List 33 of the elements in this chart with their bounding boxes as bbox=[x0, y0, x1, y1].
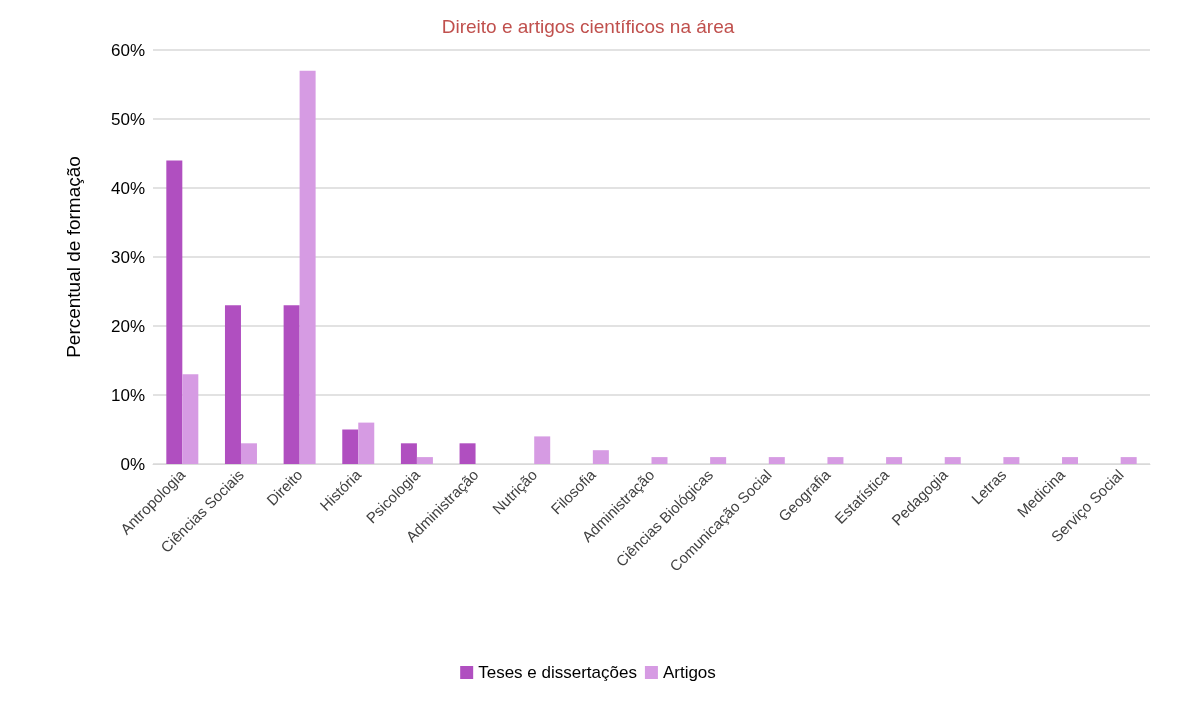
bar bbox=[224, 305, 241, 464]
bar bbox=[827, 457, 844, 464]
bar bbox=[768, 457, 785, 464]
bar bbox=[459, 443, 476, 464]
bar bbox=[1003, 457, 1020, 464]
legend-label: Teses e dissertações bbox=[478, 663, 637, 682]
legend-label: Artigos bbox=[662, 663, 716, 682]
bar bbox=[944, 457, 961, 464]
chart-title: Direito e artigos científicos na área bbox=[441, 16, 735, 37]
bar bbox=[651, 457, 668, 464]
y-axis-title: Percentual de formação bbox=[63, 156, 84, 358]
bar bbox=[886, 457, 903, 464]
bar bbox=[166, 160, 183, 464]
y-tick-label: 40% bbox=[110, 178, 145, 198]
bar bbox=[710, 457, 727, 464]
bar bbox=[400, 443, 417, 464]
bar bbox=[182, 374, 199, 464]
bar bbox=[534, 436, 551, 464]
bar bbox=[299, 70, 316, 464]
y-tick-label: 30% bbox=[110, 247, 145, 267]
bar bbox=[283, 305, 300, 464]
bar bbox=[358, 422, 375, 464]
y-tick-label: 10% bbox=[110, 385, 145, 405]
y-tick-label: 20% bbox=[110, 316, 145, 336]
y-tick-label: 50% bbox=[110, 109, 145, 129]
bar bbox=[1120, 457, 1137, 464]
bar bbox=[592, 450, 609, 464]
bar bbox=[416, 457, 433, 464]
y-tick-label: 60% bbox=[110, 40, 145, 60]
bar bbox=[342, 429, 359, 464]
bar bbox=[240, 443, 257, 464]
bar bbox=[1062, 457, 1079, 464]
y-tick-label: 0% bbox=[120, 454, 145, 474]
